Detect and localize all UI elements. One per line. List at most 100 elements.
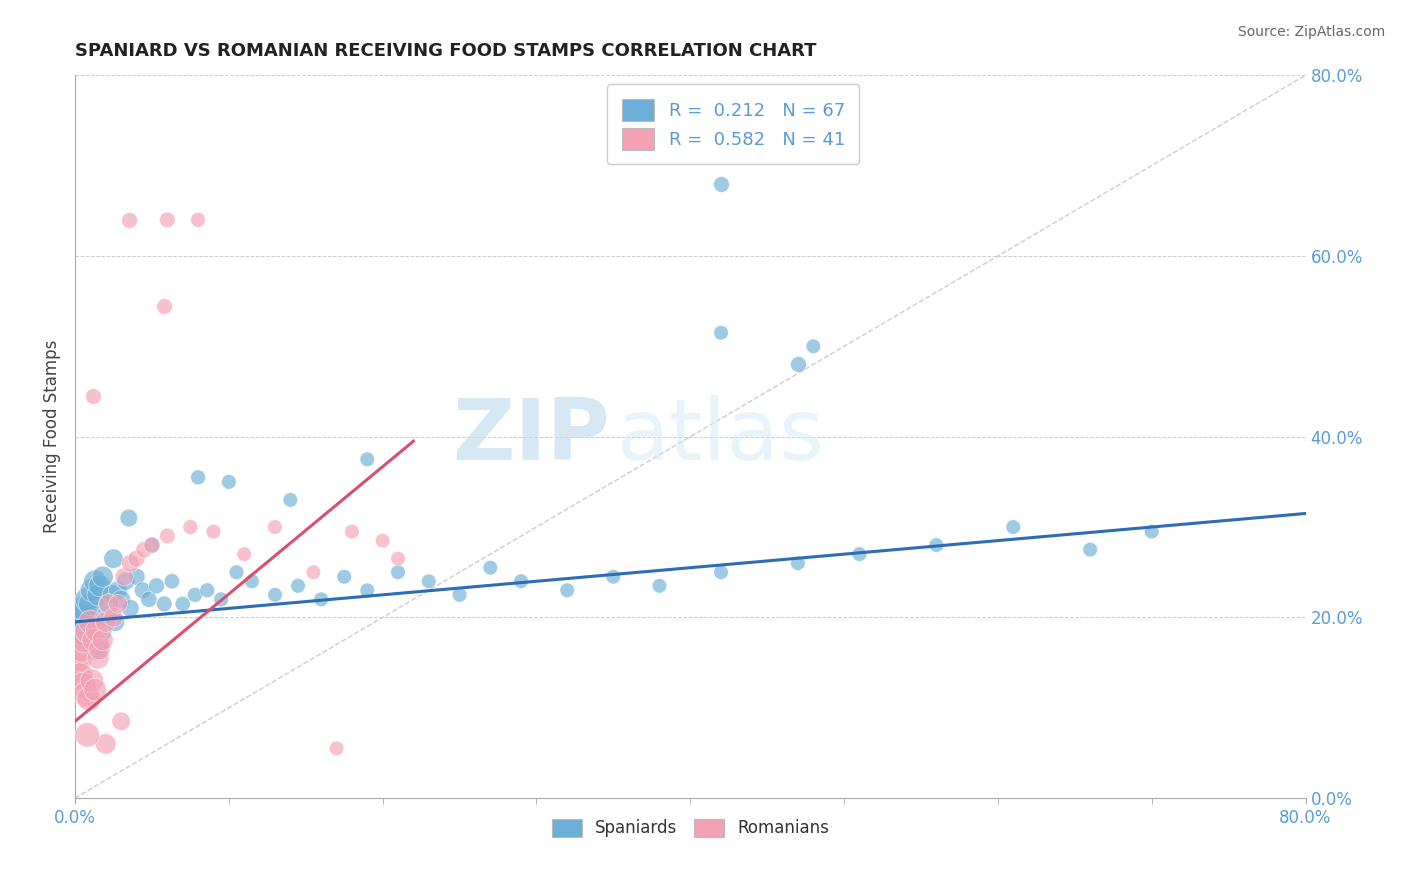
Point: [107, 583, 129, 598]
Point: [69, 669, 91, 683]
Point: [233, 547, 256, 561]
Point: [710, 177, 733, 191]
Point: [107, 597, 129, 611]
Point: [280, 492, 302, 507]
Point: [125, 551, 148, 566]
Point: [91, 570, 114, 584]
Text: atlas: atlas: [616, 395, 824, 478]
Point: [602, 570, 624, 584]
Point: [77, 691, 100, 706]
Point: [156, 529, 179, 543]
Point: [82, 389, 104, 403]
Point: [69, 619, 91, 633]
Point: [195, 583, 218, 598]
Point: [94, 615, 117, 629]
Point: [118, 212, 141, 227]
Point: [138, 592, 160, 607]
Point: [77, 632, 100, 647]
Point: [387, 566, 409, 580]
Point: [371, 533, 394, 548]
Point: [90, 624, 112, 638]
Point: [287, 579, 309, 593]
Point: [87, 588, 110, 602]
Point: [787, 556, 810, 570]
Point: [209, 592, 232, 607]
Point: [80, 583, 103, 598]
Point: [73, 601, 96, 615]
Point: [104, 615, 127, 629]
Point: [70, 610, 93, 624]
Point: [555, 583, 578, 598]
Point: [110, 714, 132, 729]
Point: [84, 574, 107, 589]
Point: [801, 339, 824, 353]
Point: [67, 651, 90, 665]
Point: [76, 624, 98, 638]
Point: [449, 588, 471, 602]
Point: [94, 737, 117, 751]
Point: [76, 728, 98, 742]
Point: [112, 570, 135, 584]
Point: [72, 678, 94, 692]
Point: [110, 592, 132, 607]
Text: SPANIARD VS ROMANIAN RECEIVING FOOD STAMPS CORRELATION CHART: SPANIARD VS ROMANIAN RECEIVING FOOD STAM…: [75, 42, 817, 60]
Point: [325, 741, 347, 756]
Point: [179, 520, 201, 534]
Point: [103, 610, 125, 624]
Y-axis label: Receiving Food Stamps: Receiving Food Stamps: [44, 340, 60, 533]
Point: [97, 597, 120, 611]
Point: [134, 542, 156, 557]
Legend: Spaniards, Romanians: Spaniards, Romanians: [546, 812, 835, 844]
Point: [340, 524, 363, 539]
Point: [225, 566, 247, 580]
Point: [641, 140, 664, 154]
Point: [80, 673, 103, 688]
Point: [187, 212, 209, 227]
Point: [848, 547, 870, 561]
Point: [120, 601, 142, 615]
Point: [79, 615, 101, 629]
Point: [302, 566, 325, 580]
Point: [1002, 520, 1025, 534]
Point: [710, 566, 733, 580]
Point: [333, 570, 356, 584]
Point: [648, 579, 671, 593]
Point: [356, 583, 378, 598]
Point: [1140, 524, 1163, 539]
Point: [1078, 542, 1101, 557]
Point: [86, 624, 108, 638]
Point: [125, 570, 148, 584]
Point: [141, 538, 163, 552]
Point: [120, 556, 142, 570]
Point: [89, 642, 111, 657]
Point: [156, 212, 179, 227]
Text: Source: ZipAtlas.com: Source: ZipAtlas.com: [1237, 25, 1385, 39]
Point: [787, 357, 810, 371]
Point: [160, 574, 183, 589]
Point: [75, 687, 97, 701]
Point: [89, 579, 111, 593]
Point: [172, 597, 194, 611]
Point: [82, 638, 104, 652]
Point: [153, 597, 176, 611]
Point: [925, 538, 948, 552]
Point: [67, 615, 90, 629]
Point: [187, 470, 209, 484]
Point: [131, 583, 153, 598]
Point: [710, 326, 733, 340]
Point: [356, 452, 378, 467]
Point: [184, 588, 207, 602]
Point: [387, 551, 409, 566]
Point: [97, 597, 120, 611]
Point: [118, 511, 141, 525]
Point: [94, 610, 117, 624]
Point: [72, 624, 94, 638]
Point: [309, 592, 332, 607]
Point: [264, 588, 287, 602]
Point: [510, 574, 533, 589]
Point: [202, 524, 225, 539]
Point: [87, 651, 110, 665]
Point: [84, 682, 107, 697]
Point: [145, 579, 167, 593]
Point: [87, 638, 110, 652]
